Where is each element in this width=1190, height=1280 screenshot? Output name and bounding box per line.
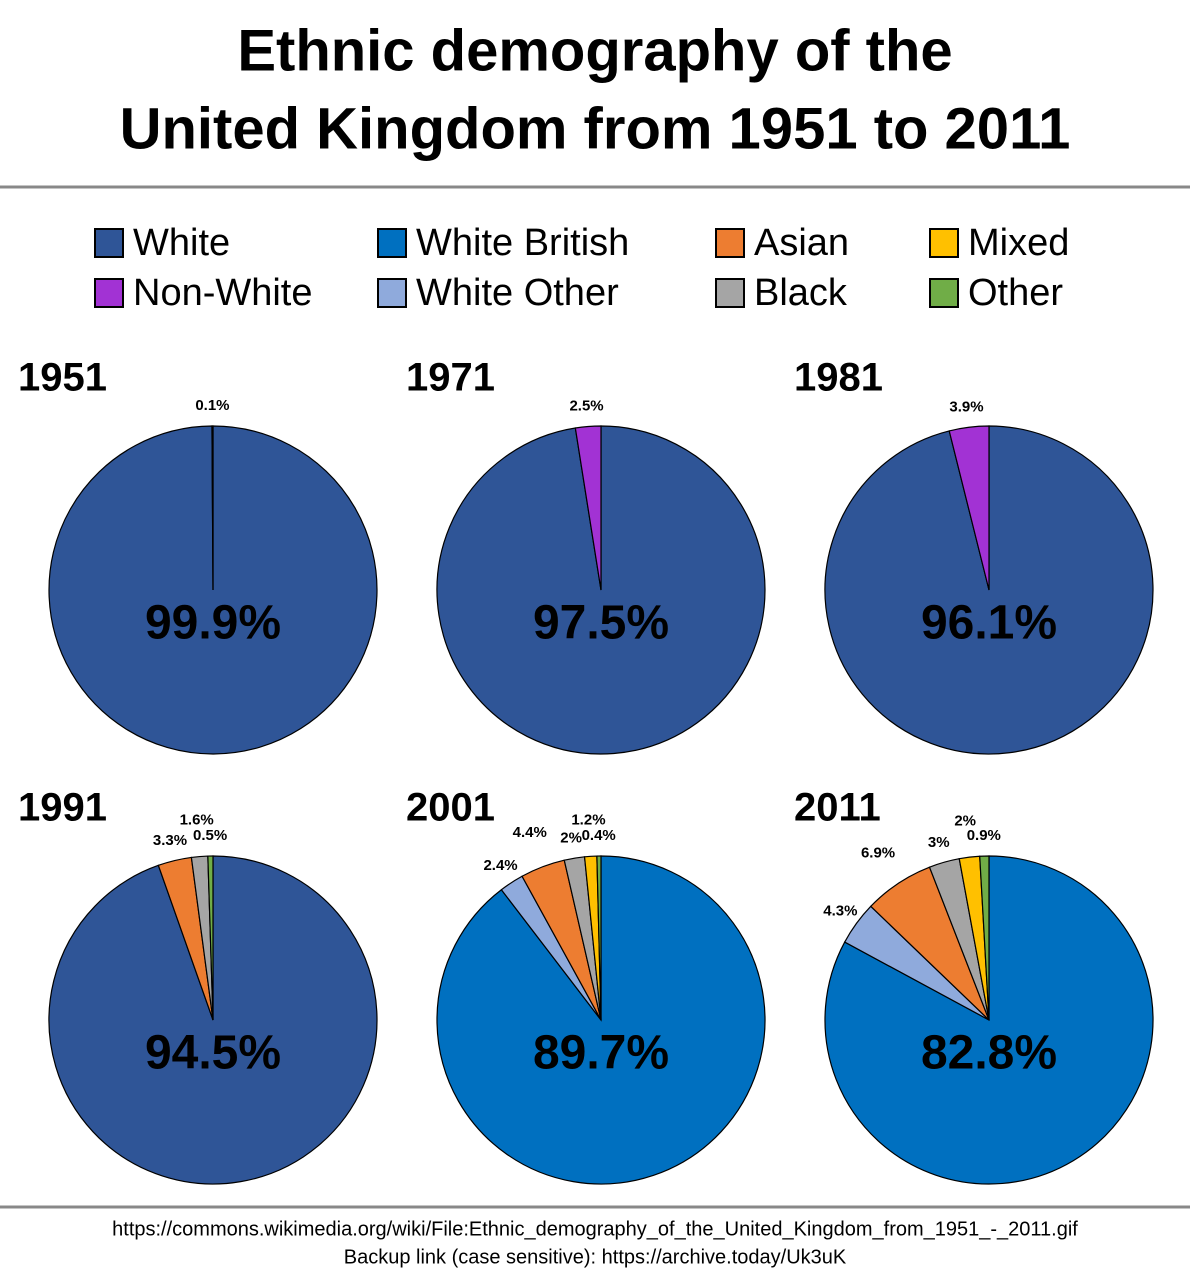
pie-slice-label: 2.5%	[569, 398, 603, 415]
legend-swatch	[715, 228, 745, 258]
legend-label: Asian	[754, 222, 849, 264]
pie-slice	[979, 855, 990, 1021]
pie-main-label: 99.9%	[145, 597, 281, 650]
pie-slice-label: 2%	[954, 812, 976, 829]
legend-swatch	[94, 278, 124, 308]
pie-slice-label: 0.1%	[195, 397, 229, 414]
pie-slice	[948, 425, 990, 591]
pie-main-label: 94.5%	[145, 1027, 281, 1080]
legend-swatch	[715, 278, 745, 308]
legend-label: White British	[416, 222, 629, 264]
pie-slice	[596, 855, 602, 1021]
legend-swatch	[377, 228, 407, 258]
pie-slice	[574, 425, 602, 591]
pie-slice-label: 1.2%	[571, 811, 605, 828]
pie-slice-label: 1.6%	[180, 812, 214, 829]
pie-slice-label: 3.9%	[949, 398, 983, 415]
pie-title: 2011	[794, 786, 881, 830]
legend-label: Other	[968, 272, 1063, 314]
pie-main-label: 89.7%	[533, 1027, 669, 1080]
pie-title: 2001	[406, 786, 495, 830]
pie-slice	[436, 855, 766, 1185]
legend-label: White Other	[416, 272, 619, 314]
legend-label: Black	[754, 272, 848, 314]
pie-main-label: 82.8%	[921, 1027, 1057, 1080]
pie-slice-label: 2%	[560, 829, 582, 846]
pie-slice-label: 0.4%	[582, 827, 616, 844]
legend-swatch	[929, 278, 959, 308]
source-line: https://commons.wikimedia.org/wiki/File:…	[112, 1218, 1078, 1240]
pie-title: 1991	[18, 786, 107, 830]
pie-title: 1981	[794, 356, 883, 400]
legend-label: Non-White	[133, 272, 313, 314]
legend-label: White	[133, 222, 230, 264]
pie-main-label: 97.5%	[533, 597, 669, 650]
source-line: Backup link (case sensitive): https://ar…	[344, 1246, 847, 1268]
pie-slice	[207, 855, 214, 1021]
title-line: United Kingdom from 1951 to 2011	[120, 96, 1071, 161]
pie-slice	[211, 425, 214, 591]
pie-slice-label: 6.9%	[861, 845, 895, 862]
pie-slice-label: 3%	[928, 834, 950, 851]
legend-swatch	[377, 278, 407, 308]
pie-slice-label: 0.9%	[967, 827, 1001, 844]
pie-slice-label: 2.4%	[483, 857, 517, 874]
legend-swatch	[94, 228, 124, 258]
title-line: Ethnic demography of the	[237, 18, 952, 83]
pie-slice-label: 3.3%	[153, 832, 187, 849]
pie-title: 1971	[406, 356, 495, 400]
pie-slice-label: 4.3%	[823, 902, 857, 919]
pie-slice-label: 0.5%	[193, 827, 227, 844]
legend-swatch	[929, 228, 959, 258]
pie-title: 1951	[18, 356, 107, 400]
pie-slice-label: 4.4%	[513, 824, 547, 841]
legend-label: Mixed	[968, 222, 1069, 264]
pie-main-label: 96.1%	[921, 597, 1057, 650]
